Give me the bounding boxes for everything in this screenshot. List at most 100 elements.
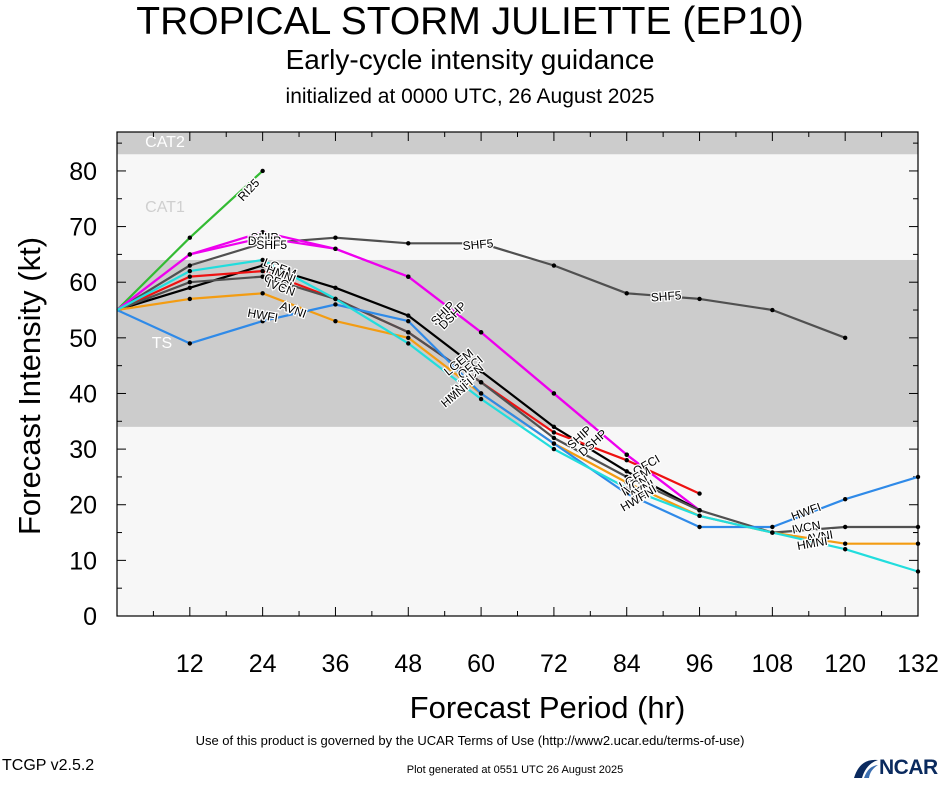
data-point-avni: [333, 318, 338, 324]
ncar-logo: NCAR: [852, 756, 938, 780]
data-point-hmni: [187, 268, 193, 274]
data-point-ivcn: [551, 435, 557, 441]
ncar-logo-text: NCAR: [879, 756, 938, 779]
x-tick-label: 96: [686, 650, 714, 678]
data-point-avni: [187, 296, 193, 302]
data-point-hmni: [624, 485, 629, 491]
data-point-lgem: [551, 424, 557, 430]
data-point-ofci: [551, 430, 557, 435]
data-point-hwfi: [842, 496, 848, 502]
data-point-dshp: [187, 252, 193, 257]
data-point-hmni: [333, 296, 338, 302]
data-point-dshp: [406, 274, 411, 279]
band-label-cat1: CAT1: [145, 199, 185, 216]
y-axis-label: Forecast Intensity (kt): [12, 237, 47, 535]
data-point-ivcn: [697, 508, 702, 513]
series-line-hwfi: [116, 303, 919, 529]
data-point-ofci: [697, 491, 702, 496]
plot-frame: [116, 131, 919, 617]
x-tick-label: 108: [752, 650, 794, 678]
series-label: AVNI: [805, 527, 834, 545]
data-point-ofci: [187, 274, 193, 279]
data-point-ship: [260, 229, 265, 235]
y-tick-label: 30: [69, 436, 97, 464]
series-label: DSHP: [248, 234, 281, 248]
data-point-ri25: [260, 168, 265, 174]
y-tick-label: 60: [69, 269, 97, 297]
x-tick-label: 48: [394, 650, 422, 678]
data-point-shf5: [770, 307, 775, 313]
initialization-time: initialized at 0000 UTC, 26 August 2025: [285, 85, 655, 108]
data-point-dshp: [478, 330, 484, 335]
data-point-avni: [406, 335, 411, 341]
data-point-shf5: [551, 263, 557, 268]
data-point-hmni: [770, 530, 775, 535]
data-point-hmni: [478, 396, 484, 402]
data-point-shf5: [842, 335, 848, 341]
data-point-hmni: [260, 257, 265, 263]
data-point-ivcn: [842, 524, 848, 530]
y-tick-label: 80: [69, 158, 97, 186]
series-label: IVCN: [791, 518, 822, 537]
data-point-hmni: [697, 513, 702, 519]
y-tick-label: 70: [69, 214, 97, 242]
x-tick-label: 12: [176, 650, 204, 678]
data-point-avni: [260, 291, 265, 296]
data-point-avni: [624, 480, 629, 485]
series-line-ivcn: [116, 275, 918, 534]
tick-labels: 12 24 36 48 60 72 84 96 108 120 132 0 10 20 30 40 50 60 70…: [69, 158, 939, 678]
data-point-shf5: [697, 296, 702, 302]
band-label-cat2: CAT2: [145, 134, 185, 151]
series-points: [187, 168, 921, 574]
data-point-dshp: [260, 235, 265, 240]
data-point-ivcn: [478, 380, 484, 385]
version-label: TCGP v2.5.2: [2, 757, 95, 774]
data-point-hwfi: [187, 341, 193, 346]
y-tick-label: 10: [69, 547, 97, 575]
band-label-ts: TS: [152, 335, 172, 352]
data-point-hwfi: [624, 491, 629, 496]
series-label: SHIP: [250, 230, 278, 244]
data-point-ivcn: [187, 280, 193, 285]
data-point-shf5: [187, 263, 193, 268]
y-tick-label: 20: [69, 492, 97, 520]
series-label: HWFI: [246, 306, 279, 325]
x-axis-label: Forecast Period (hr): [410, 690, 686, 725]
data-point-dshp: [624, 452, 629, 457]
x-tick-label: 84: [613, 650, 641, 678]
y-tick-label: 40: [69, 380, 97, 408]
x-tick-label: 120: [824, 650, 866, 678]
data-point-ofci: [624, 458, 629, 463]
data-point-shf5: [260, 241, 265, 246]
data-point-dshp: [333, 246, 338, 252]
data-point-hwfi: [770, 524, 775, 530]
y-tick-label: 50: [69, 325, 97, 353]
terms-of-use: Use of this product is governed by the U…: [195, 733, 745, 748]
data-point-hwfi: [478, 391, 484, 396]
data-point-hwfi: [551, 441, 557, 446]
x-tick-label: 132: [897, 650, 939, 678]
y-tick-label: 0: [83, 603, 97, 631]
data-point-shf5: [624, 291, 629, 296]
data-point-hmni: [406, 341, 411, 346]
ncar-logo-icon: [854, 759, 878, 778]
chart-subtitle: Early-cycle intensity guidance: [285, 44, 655, 75]
data-point-lgem: [478, 369, 484, 374]
series-label: SHF5: [256, 238, 287, 252]
data-point-ri25: [187, 235, 193, 240]
data-point-lgem: [624, 469, 629, 474]
x-tick-label: 36: [322, 650, 350, 678]
generated-time: Plot generated at 0551 UTC 26 August 202…: [406, 764, 624, 776]
data-point-avni: [842, 541, 848, 546]
data-point-ivcn: [260, 274, 265, 279]
x-tick-label: 72: [540, 650, 568, 678]
series-label: SHF5: [462, 236, 494, 253]
data-point-hwfi: [333, 302, 338, 307]
data-point-hmni: [551, 446, 557, 452]
band-ts: [117, 259, 918, 427]
series-line-hmni: [116, 258, 919, 573]
chart-title: TROPICAL STORM JULIETTE (EP10): [136, 0, 804, 43]
data-point-hwfi: [697, 524, 702, 530]
data-point-dshp: [551, 391, 557, 396]
